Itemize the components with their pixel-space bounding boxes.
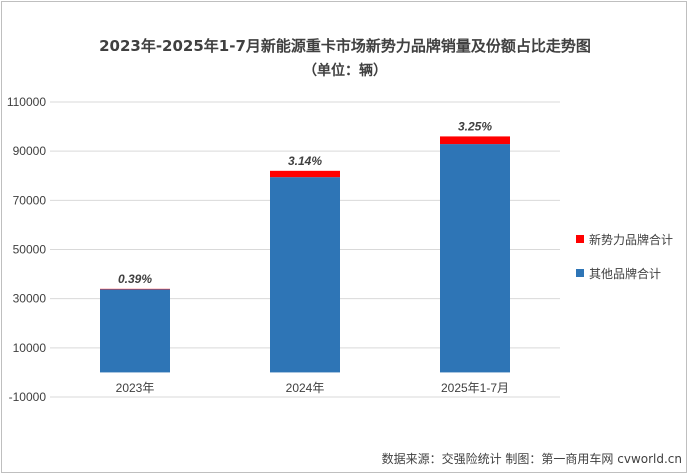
chart-subtitle: （单位：辆） <box>303 63 387 79</box>
x-tick-label: 2025年1-7月 <box>441 381 509 395</box>
share-label: 3.25% <box>458 119 492 133</box>
bar-new-brands <box>440 136 510 145</box>
chart-title: 2023年-2025年1-7月新能源重卡市场新势力品牌销量及份额占比走势图 <box>99 37 591 55</box>
bar-other-brands <box>270 177 340 373</box>
bar-other-brands <box>440 144 510 373</box>
bar-new-brands <box>270 170 340 178</box>
x-tick-label: 2024年 <box>286 381 325 395</box>
chart-legend: 新势力品牌合计 其他品牌合计 <box>576 229 673 297</box>
legend-label-other-brands: 其他品牌合计 <box>589 266 662 281</box>
y-tick-label: -10000 <box>9 390 47 404</box>
y-tick-label: 110000 <box>7 95 46 109</box>
y-tick-label: 30000 <box>13 292 47 306</box>
bar-new-brands <box>100 288 170 290</box>
y-tick-label: 90000 <box>13 144 47 158</box>
y-tick-label: 70000 <box>13 193 47 207</box>
legend-item-new-brands: 新势力品牌合计 <box>576 229 673 249</box>
share-label: 3.14% <box>288 154 322 168</box>
share-label: 0.39% <box>118 272 152 286</box>
y-tick-label: 10000 <box>13 341 47 355</box>
y-tick-label: 50000 <box>13 243 47 257</box>
legend-swatch-new-brands <box>576 235 584 243</box>
legend-item-other-brands: 其他品牌合计 <box>576 263 673 283</box>
legend-swatch-other-brands <box>576 269 584 277</box>
x-tick-label: 2023年 <box>116 381 155 395</box>
legend-label-new-brands: 新势力品牌合计 <box>589 232 674 247</box>
source-note: 数据来源：交强险统计 制图：第一商用车网 cvworld.cn <box>381 452 682 466</box>
bar-other-brands <box>100 289 170 373</box>
